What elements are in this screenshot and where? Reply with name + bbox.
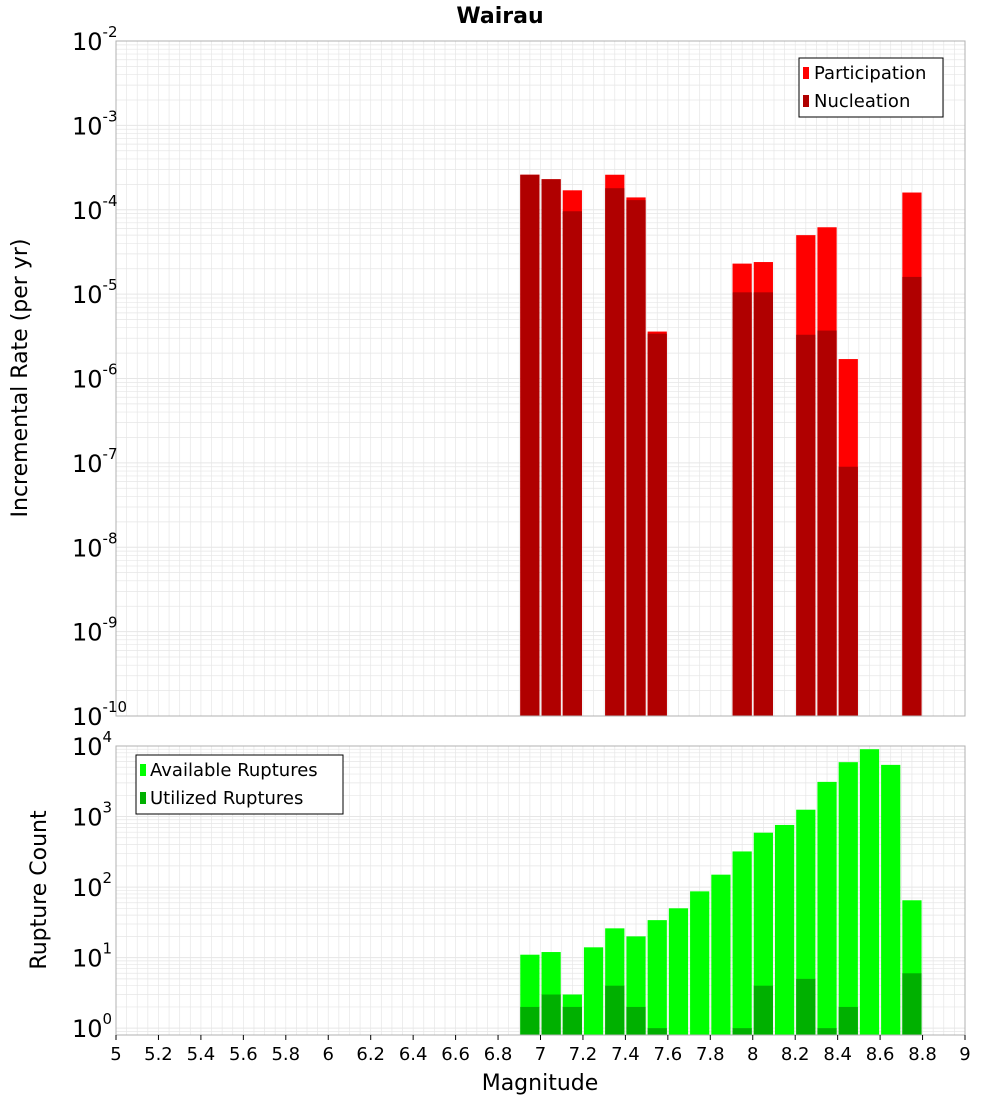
bar-available (583, 947, 604, 1035)
x-tick-label: 7 (535, 1044, 546, 1065)
rate-y-axis-label: Incremental Rate (per yr) (8, 239, 33, 518)
x-tick-label: 7.6 (654, 1044, 683, 1065)
bar-nucleation (541, 179, 561, 716)
y-tick-label: 10-10 (72, 698, 127, 731)
bar-available (711, 874, 731, 1035)
bar-available (732, 851, 752, 1035)
legend-label-participation: Participation (814, 63, 926, 84)
rate-plot-frame (115, 40, 966, 717)
bar-available (647, 920, 667, 1035)
rate-legend: Participation Nucleation (798, 57, 944, 118)
rate-y-ticks: 10-2 10-3 10-4 10-5 10-6 10-7 10-8 10-9 10-10 (72, 23, 127, 731)
bar-utilized (605, 985, 625, 1035)
x-tick-label: 9 (959, 1044, 970, 1065)
count-legend: Available Ruptures Utilized Ruptures (135, 754, 344, 815)
bar-utilized (838, 1006, 858, 1035)
x-tick-label: 7.2 (569, 1044, 598, 1065)
y-tick-label: 104 (72, 728, 112, 761)
bar-utilized (520, 1006, 540, 1035)
x-tick-label: 8 (747, 1044, 758, 1065)
x-tick-label: 8.6 (866, 1044, 895, 1065)
x-tick-label: 8.8 (908, 1044, 937, 1065)
y-tick-label: 10-6 (72, 361, 118, 394)
bar-utilized (753, 985, 773, 1035)
count-y-axis-label: Rupture Count (27, 810, 52, 970)
bar-nucleation (647, 333, 667, 716)
x-tick-label: 7.8 (696, 1044, 725, 1065)
x-tick-label: 7.4 (611, 1044, 640, 1065)
bar-nucleation (562, 211, 582, 717)
y-tick-label: 10-2 (72, 23, 118, 56)
bar-nucleation (520, 174, 540, 716)
bar-utilized (796, 978, 816, 1035)
x-tick-label: 5.6 (229, 1044, 258, 1065)
x-tick-label: 6 (323, 1044, 334, 1065)
y-tick-label: 103 (72, 799, 112, 832)
count-legend-box (135, 754, 344, 815)
bar-nucleation (753, 292, 773, 716)
legend-swatch-utilized (140, 792, 146, 804)
bar-nucleation (605, 188, 625, 717)
bar-nucleation (796, 334, 816, 716)
y-tick-label: 10-9 (72, 614, 118, 647)
bar-available (881, 764, 901, 1035)
bar-utilized (817, 1028, 837, 1035)
bar-available (817, 781, 837, 1035)
bar-available (690, 891, 710, 1035)
x-tick-label: 6.2 (356, 1044, 385, 1065)
bar-utilized (626, 1006, 646, 1035)
legend-label-available: Available Ruptures (150, 760, 318, 781)
bar-nucleation (817, 330, 837, 716)
bar-nucleation (626, 200, 646, 716)
y-tick-label: 10-5 (72, 276, 118, 309)
x-tick-label: 8.4 (823, 1044, 852, 1065)
bar-utilized (541, 994, 561, 1035)
bar-utilized (902, 973, 922, 1035)
count-y-ticks: 104 103 102 101 100 (72, 728, 112, 1043)
legend-label-utilized: Utilized Ruptures (150, 788, 303, 809)
bar-nucleation (732, 292, 752, 716)
magnitude-x-ticks: 5 5.2 5.4 5.6 5.8 6 6.2 6.4 6.6 6.8 7 7.2 7.4 7.6 7.8 8… (110, 1035, 971, 1065)
bar-nucleation (902, 276, 922, 716)
bar-available (753, 832, 773, 1035)
y-tick-label: 10-3 (72, 107, 118, 140)
x-tick-label: 5.2 (144, 1044, 173, 1065)
x-axis-label: Magnitude (482, 1071, 599, 1096)
rate-plot: 10-2 10-3 10-4 10-5 10-6 10-7 10-8 10-9 10-10 In… (8, 23, 966, 731)
x-tick-label: 8.2 (781, 1044, 810, 1065)
legend-label-nucleation: Nucleation (814, 91, 910, 112)
y-tick-label: 10-8 (72, 529, 118, 562)
x-tick-label: 5 (110, 1044, 121, 1065)
y-tick-label: 102 (72, 869, 112, 902)
rate-legend-box (798, 57, 944, 118)
x-tick-label: 5.4 (187, 1044, 216, 1065)
bar-available (859, 749, 880, 1035)
rupture-count-plot: 104 103 102 101 100 5 5.2 5.4 5.6 5.8 6 6.2 6.4 6.6 6… (27, 728, 971, 1096)
x-tick-label: 6.4 (399, 1044, 428, 1065)
bar-available (668, 908, 689, 1035)
rate-plot-bars (520, 174, 922, 717)
bar-available (774, 824, 795, 1035)
y-tick-label: 101 (72, 940, 112, 973)
y-tick-label: 10-7 (72, 445, 118, 478)
x-tick-label: 6.6 (441, 1044, 470, 1065)
bar-utilized (562, 1006, 582, 1035)
y-tick-label: 100 (72, 1010, 112, 1043)
bar-nucleation (838, 466, 858, 716)
bar-available (796, 809, 816, 1035)
legend-swatch-available (140, 764, 146, 776)
legend-swatch-nucleation (803, 95, 809, 107)
x-tick-label: 5.8 (271, 1044, 300, 1065)
x-tick-label: 6.8 (484, 1044, 513, 1065)
rate-plot-grid (115, 40, 966, 717)
legend-swatch-participation (803, 67, 809, 79)
y-tick-label: 10-4 (72, 192, 118, 225)
chart-title: Wairau (456, 4, 543, 29)
bar-utilized (732, 1028, 752, 1035)
bar-utilized (647, 1028, 667, 1035)
count-plot-bars (520, 749, 922, 1035)
bar-available (838, 762, 858, 1035)
